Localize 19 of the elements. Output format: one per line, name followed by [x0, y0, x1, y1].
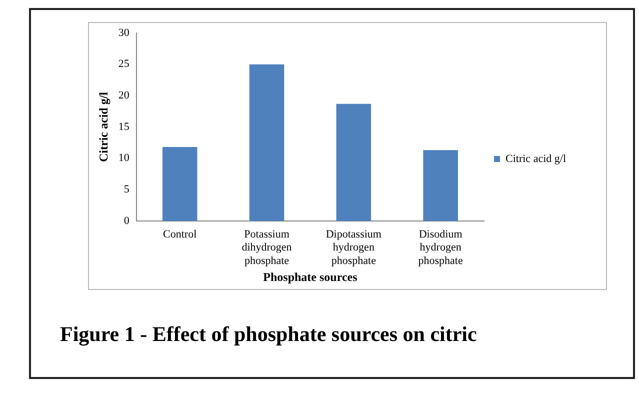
bar: [423, 150, 458, 221]
x-axis-title: Phosphate sources: [263, 270, 358, 284]
bar: [336, 104, 372, 221]
caption: Figure 1 - Effect of phosphate sources on citric: [60, 322, 477, 347]
y-tick-label: 30: [118, 26, 130, 39]
bar: [162, 147, 198, 221]
y-tick-label: 20: [118, 90, 130, 102]
y-tick-label: 25: [118, 58, 130, 70]
legend-label: Citric acid g/l: [506, 152, 566, 165]
x-tick-label: Dipotassium hydrogen phosphate: [326, 228, 382, 267]
x-tick-label: Control: [163, 228, 197, 240]
y-tick-label: 0: [124, 214, 130, 227]
y-tick-label: 10: [118, 152, 130, 164]
y-tick-label: 5: [124, 184, 130, 196]
x-tick-label: Potassium dihydrogen phosphate: [242, 228, 292, 267]
y-tick-label: 15: [118, 120, 130, 133]
x-tick-label: Disodium hydrogen phosphate: [418, 228, 463, 267]
bar: [249, 64, 284, 221]
y-axis-title: Citric acid g/l: [96, 91, 110, 162]
